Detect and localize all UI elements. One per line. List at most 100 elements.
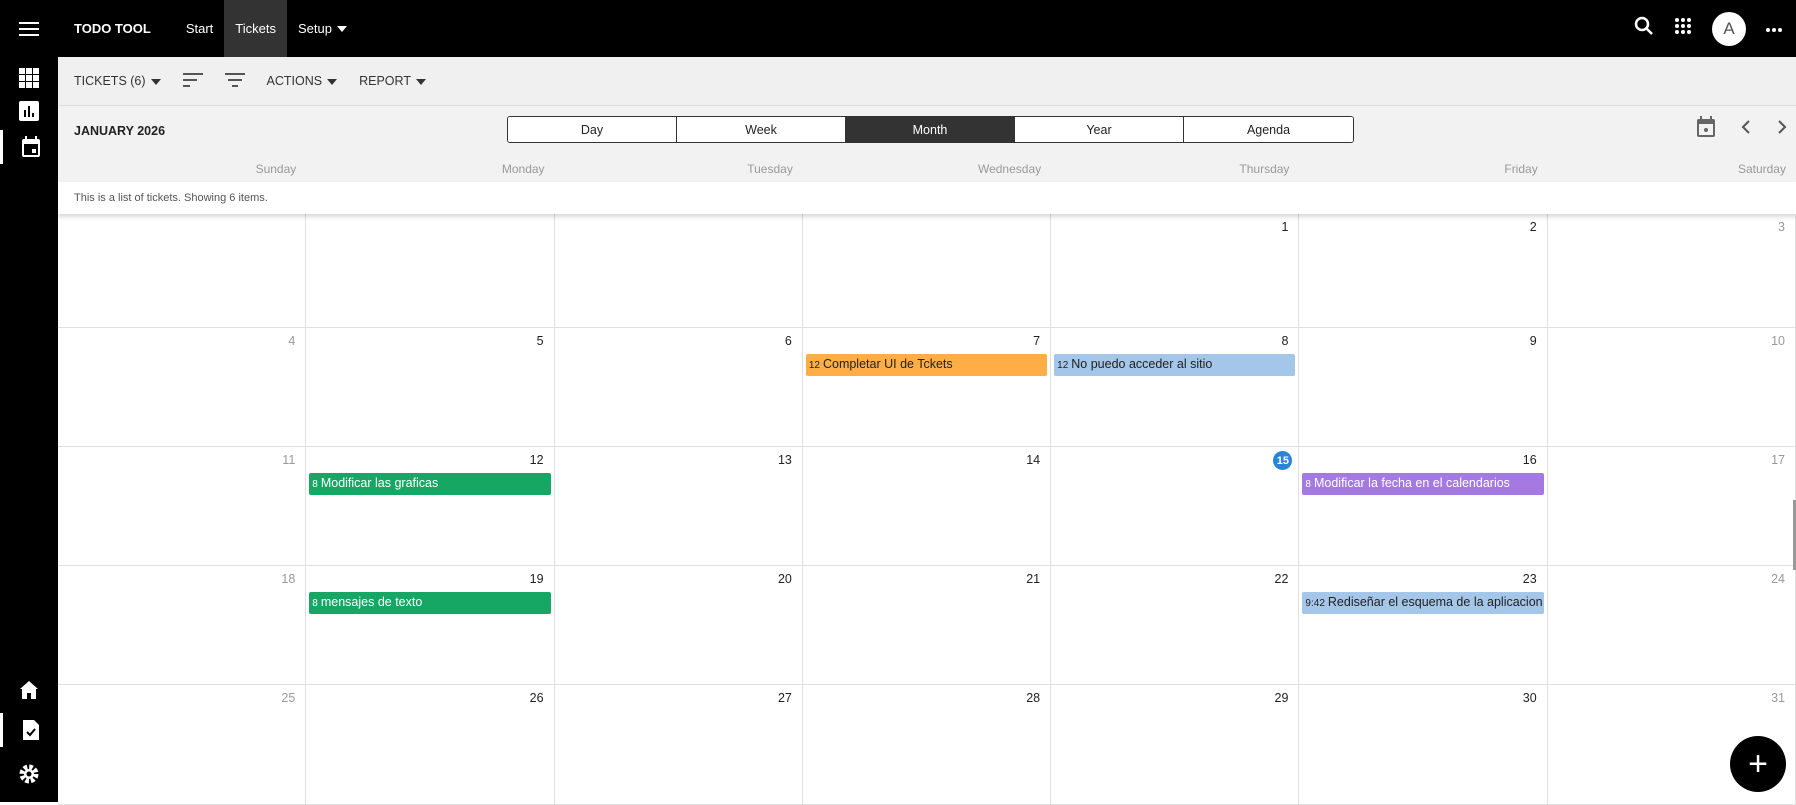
day-cell[interactable]: 12 8 Modificar las graficas bbox=[306, 447, 555, 566]
day-number[interactable]: 9 bbox=[1529, 334, 1537, 348]
apps-grid-icon[interactable] bbox=[1674, 17, 1692, 40]
day-cell[interactable]: 9 bbox=[1299, 328, 1548, 447]
day-number[interactable]: 27 bbox=[777, 691, 792, 705]
view-month[interactable]: Month bbox=[846, 117, 1015, 142]
event[interactable]: 12 No puedo acceder al sitio bbox=[1054, 354, 1296, 376]
calendar-today-icon[interactable] bbox=[1696, 116, 1716, 143]
add-ticket-button[interactable]: + bbox=[1730, 736, 1786, 792]
day-cell[interactable]: 16 8 Modificar la fecha en el calendarios bbox=[1299, 447, 1548, 566]
day-number[interactable]: 30 bbox=[1522, 691, 1537, 705]
report-dropdown[interactable]: REPORT bbox=[359, 74, 426, 88]
day-cell[interactable] bbox=[306, 214, 555, 328]
gear-icon[interactable] bbox=[0, 757, 58, 791]
day-number[interactable]: 29 bbox=[1274, 691, 1289, 705]
chevron-right-icon[interactable] bbox=[1776, 119, 1788, 140]
day-cell[interactable]: 17 bbox=[1547, 447, 1796, 566]
event[interactable]: 12 Completar UI de Tckets bbox=[805, 354, 1048, 376]
view-week[interactable]: Week bbox=[677, 117, 846, 142]
bar-chart-icon[interactable] bbox=[0, 94, 58, 128]
day-cell[interactable] bbox=[554, 214, 803, 328]
day-number[interactable]: 2 bbox=[1529, 220, 1537, 234]
ticket-check-icon[interactable] bbox=[0, 713, 58, 747]
day-number[interactable]: 13 bbox=[777, 453, 792, 467]
day-number[interactable]: 4 bbox=[288, 334, 296, 348]
view-day[interactable]: Day bbox=[508, 117, 677, 142]
day-number[interactable]: 20 bbox=[777, 572, 792, 586]
scrollbar[interactable] bbox=[1793, 500, 1796, 570]
day-number[interactable]: 24 bbox=[1771, 572, 1785, 586]
day-cell[interactable]: 30 bbox=[1299, 685, 1548, 805]
calendar-icon[interactable] bbox=[0, 130, 58, 164]
day-cell[interactable]: 22 bbox=[1051, 566, 1300, 685]
home-icon[interactable] bbox=[0, 673, 58, 707]
chevron-left-icon[interactable] bbox=[1740, 119, 1752, 140]
day-number[interactable]: 7 bbox=[1033, 334, 1041, 348]
event[interactable]: 9:42 Rediseñar el esquema de la aplicacio… bbox=[1302, 592, 1544, 614]
day-cell[interactable]: 18 bbox=[58, 566, 307, 685]
nav-start[interactable]: Start bbox=[175, 0, 224, 57]
view-year[interactable]: Year bbox=[1015, 117, 1184, 142]
day-cell[interactable]: 29 bbox=[1051, 685, 1300, 805]
day-cell[interactable]: 14 bbox=[802, 447, 1052, 566]
day-number[interactable]: 5 bbox=[536, 334, 544, 348]
nav-setup[interactable]: Setup bbox=[287, 0, 358, 57]
day-number[interactable]: 28 bbox=[1026, 691, 1041, 705]
day-cell[interactable]: 10 bbox=[1547, 328, 1796, 447]
day-number[interactable]: 11 bbox=[282, 453, 296, 467]
day-cell[interactable]: 5 bbox=[306, 328, 555, 447]
day-number[interactable]: 21 bbox=[1026, 572, 1041, 586]
app-title[interactable]: TODO TOOL bbox=[74, 21, 151, 36]
day-cell[interactable] bbox=[58, 214, 307, 328]
day-number[interactable]: 31 bbox=[1771, 691, 1785, 705]
day-number[interactable]: 6 bbox=[784, 334, 792, 348]
day-cell[interactable]: 19 8 mensajes de texto bbox=[306, 566, 555, 685]
day-number[interactable]: 1 bbox=[1281, 220, 1289, 234]
day-cell[interactable]: 23 9:42 Rediseñar el esquema de la aplicac… bbox=[1299, 566, 1548, 685]
event[interactable]: 8 mensajes de texto bbox=[309, 592, 551, 614]
day-cell[interactable]: 1 bbox=[1051, 214, 1300, 328]
day-number[interactable]: 17 bbox=[1771, 453, 1785, 467]
day-number[interactable]: 8 bbox=[1281, 334, 1289, 348]
day-number[interactable]: 22 bbox=[1274, 572, 1289, 586]
filter-icon[interactable] bbox=[224, 72, 245, 90]
view-agenda[interactable]: Agenda bbox=[1184, 117, 1353, 142]
nav-tickets[interactable]: Tickets bbox=[224, 0, 287, 57]
day-number[interactable]: 25 bbox=[281, 691, 296, 705]
day-cell[interactable]: 8 12 No puedo acceder al sitio bbox=[1051, 328, 1300, 447]
apps-grid-icon[interactable] bbox=[0, 61, 58, 95]
event[interactable]: 8 Modificar la fecha en el calendarios bbox=[1302, 473, 1544, 495]
day-number[interactable]: 12 bbox=[529, 453, 544, 467]
day-cell[interactable]: 6 bbox=[554, 328, 803, 447]
more-horizontal-icon[interactable] bbox=[1766, 20, 1782, 38]
day-cell[interactable] bbox=[802, 214, 1052, 328]
day-cell[interactable]: 24 bbox=[1547, 566, 1796, 685]
day-cell[interactable]: 28 bbox=[802, 685, 1052, 805]
day-cell[interactable]: 15 bbox=[1051, 447, 1300, 566]
day-number[interactable]: 19 bbox=[529, 572, 544, 586]
avatar[interactable]: A bbox=[1712, 11, 1746, 46]
day-cell[interactable]: 13 bbox=[554, 447, 803, 566]
day-cell[interactable]: 2 bbox=[1299, 214, 1548, 328]
day-number[interactable]: 18 bbox=[281, 572, 296, 586]
day-cell[interactable]: 27 bbox=[554, 685, 803, 805]
day-cell[interactable]: 3 bbox=[1547, 214, 1796, 328]
day-number[interactable]: 16 bbox=[1522, 453, 1537, 467]
day-cell[interactable]: 20 bbox=[554, 566, 803, 685]
tickets-dropdown[interactable]: TICKETS (6) bbox=[74, 74, 161, 88]
sort-icon[interactable] bbox=[182, 72, 203, 90]
actions-dropdown[interactable]: ACTIONS bbox=[267, 74, 338, 88]
hamburger-icon[interactable] bbox=[0, 0, 58, 57]
event[interactable]: 8 Modificar las graficas bbox=[309, 473, 551, 495]
day-number[interactable]: 26 bbox=[529, 691, 544, 705]
day-number[interactable]: 23 bbox=[1522, 572, 1537, 586]
day-cell[interactable]: 7 12 Completar UI de Tckets bbox=[802, 328, 1052, 447]
day-number[interactable]: 10 bbox=[1771, 334, 1785, 348]
day-number[interactable]: 3 bbox=[1778, 220, 1785, 234]
day-cell[interactable]: 4 bbox=[58, 328, 307, 447]
today-badge[interactable]: 15 bbox=[1273, 451, 1293, 470]
day-cell[interactable]: 26 bbox=[306, 685, 555, 805]
search-icon[interactable] bbox=[1634, 16, 1654, 41]
day-cell[interactable]: 11 bbox=[58, 447, 307, 566]
day-cell[interactable]: 21 bbox=[802, 566, 1052, 685]
day-cell[interactable]: 25 bbox=[58, 685, 307, 805]
